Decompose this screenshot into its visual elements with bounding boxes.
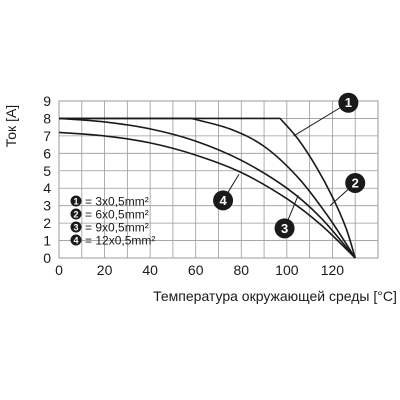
callouts: 1 2 3 4 (213, 92, 366, 239)
callout-leader-1 (293, 102, 349, 137)
callout-number-1: 1 (345, 95, 352, 110)
callout-marker-1 (338, 92, 359, 113)
y-tick-label: 7 (43, 128, 51, 144)
x-tick-label: 0 (55, 262, 63, 278)
legend-marker-3 (70, 221, 82, 233)
y-tick-label: 0 (43, 250, 51, 266)
x-tick-label: 20 (97, 262, 113, 278)
series-line-1 (59, 117, 356, 259)
legend-marker-4 (70, 234, 82, 246)
x-tick-label: 100 (275, 262, 299, 278)
callout-number-4: 4 (219, 193, 227, 208)
x-tick-label: 40 (142, 262, 158, 278)
y-axis-label: Ток [A] (3, 105, 19, 147)
y-tick-label: 3 (43, 198, 51, 214)
callout-number-2: 2 (352, 175, 359, 190)
y-tick-label: 4 (43, 180, 51, 196)
series-line-2 (59, 117, 356, 259)
legend: 1 = 3x0,5mm² 2 = 6x0,5mm² 3 = 9x0,5mm² 4 = 12x0… (70, 195, 155, 248)
plot-frame (58, 100, 379, 259)
callout-number-3: 3 (281, 221, 288, 236)
legend-marker-number: 3 (73, 223, 78, 233)
legend-label-3: = 9x0,5mm² (85, 221, 149, 235)
legend-marker-1 (70, 195, 82, 207)
y-tick-label: 9 (43, 93, 51, 109)
y-tick-label: 5 (43, 163, 51, 179)
legend-marker-number: 4 (73, 236, 78, 246)
grid (58, 100, 379, 259)
x-tick-label: 120 (321, 262, 345, 278)
legend-label-1: = 3x0,5mm² (85, 195, 149, 209)
legend-label-4: = 12x0,5mm² (85, 234, 155, 248)
legend-marker-number: 2 (73, 210, 78, 220)
legend-marker-2 (70, 208, 82, 220)
legend-marker-number: 1 (73, 197, 78, 207)
callout-marker-4 (213, 190, 234, 211)
y-tick-label: 2 (43, 215, 51, 231)
x-tick-label: 80 (233, 262, 249, 278)
y-tick-label: 6 (43, 145, 51, 161)
callout-marker-2 (345, 172, 366, 193)
series-line-4 (58, 131, 356, 259)
x-tick-label: 60 (188, 262, 204, 278)
data-lines (58, 117, 356, 259)
legend-label-2: = 6x0,5mm² (85, 208, 149, 222)
callout-marker-3 (274, 218, 295, 239)
series-line-3 (58, 117, 356, 259)
x-axis-label: Температура окружающей среды [°C] (153, 288, 397, 304)
y-tick-label: 8 (43, 110, 51, 126)
y-tick-label: 1 (43, 233, 51, 249)
